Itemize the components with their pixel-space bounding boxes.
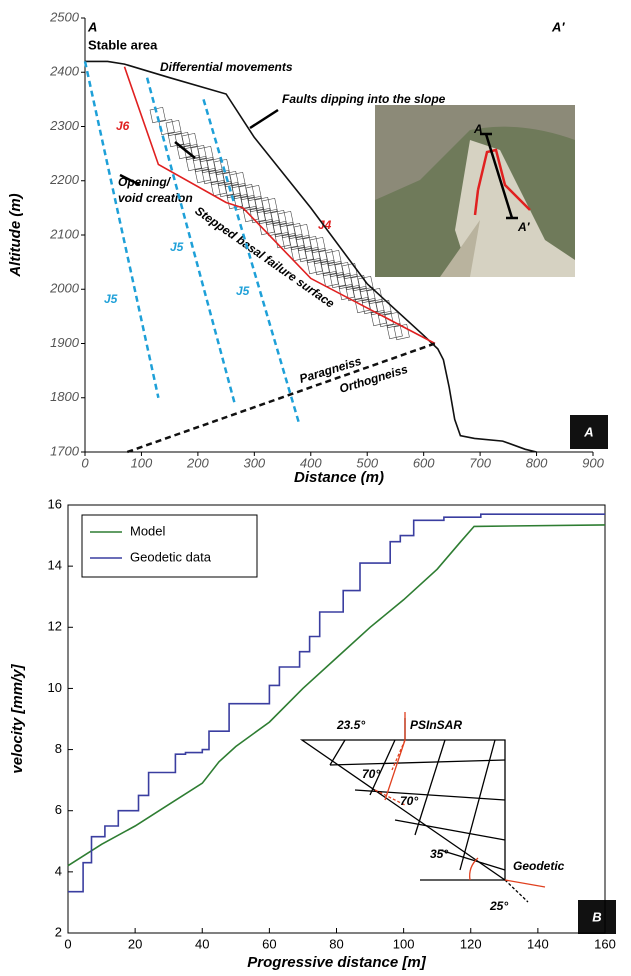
- section-label: A: [87, 19, 97, 34]
- series-line: [126, 342, 436, 454]
- annotation: 35°: [430, 847, 448, 861]
- x-tick-label: 300: [243, 455, 265, 470]
- x-tick-label: 700: [469, 455, 491, 470]
- annotation: PSInSAR: [410, 718, 462, 732]
- annotation: J5: [236, 284, 250, 298]
- x-tick-label: 160: [594, 936, 616, 951]
- block: [293, 223, 310, 241]
- annotation: J6: [116, 119, 130, 133]
- x-tick-label: 20: [128, 936, 142, 951]
- panel-label: B: [592, 909, 601, 924]
- x-tick-label: 200: [186, 455, 209, 470]
- annotation: Opening/: [118, 175, 172, 189]
- section-label: A′: [551, 19, 565, 34]
- x-tick-label: 0: [81, 455, 89, 470]
- x-tick-label: 500: [356, 455, 378, 470]
- block: [165, 119, 182, 137]
- series-line: [123, 66, 436, 345]
- annotation: J5: [170, 240, 184, 254]
- legend-label: Model: [130, 523, 166, 538]
- x-tick-label: 140: [527, 936, 549, 951]
- block: [375, 299, 392, 317]
- block: [197, 145, 214, 163]
- y-tick-label: 2400: [49, 64, 80, 79]
- block: [261, 197, 278, 215]
- y-tick-label: 8: [55, 741, 62, 756]
- geometry-diagram: [299, 712, 546, 903]
- block: [309, 236, 326, 254]
- annotation: 70°: [400, 794, 418, 808]
- annotation: Stable area: [88, 37, 158, 52]
- x-tick-label: 600: [413, 455, 435, 470]
- x-tick-label: 80: [329, 936, 343, 951]
- x-tick-label: 100: [393, 936, 415, 951]
- y-tick-label: 2200: [49, 172, 80, 187]
- y-tick-label: 1800: [50, 389, 80, 404]
- inset-label: A: [473, 122, 483, 136]
- y-tick-label: 14: [48, 558, 62, 573]
- x-tick-label: 400: [300, 455, 322, 470]
- block: [384, 311, 401, 329]
- panel-label: A: [583, 424, 593, 439]
- x-tick-label: 120: [460, 936, 482, 951]
- arrows: [119, 108, 279, 187]
- y-tick-label: 10: [48, 680, 62, 695]
- inset-photo: A A′: [375, 105, 575, 277]
- annotation: Stepped basal failure surface: [192, 204, 337, 311]
- x-tick-label: 100: [131, 455, 153, 470]
- panel-badge: [578, 900, 616, 934]
- y-tick-label: 12: [48, 619, 62, 634]
- block: [357, 275, 374, 293]
- annotation: Faults dipping into the slope: [282, 92, 446, 106]
- x-axis-label: Progressive distance [m]: [247, 954, 426, 971]
- block: [229, 171, 246, 189]
- series-line: [145, 77, 236, 404]
- annotation: 25°: [489, 899, 508, 913]
- series-line: [68, 513, 605, 893]
- annotation: Geodetic: [513, 859, 565, 873]
- series-line: [67, 524, 606, 867]
- y-tick-label: 1900: [50, 335, 80, 350]
- block: [277, 210, 294, 228]
- legend-box: [81, 514, 258, 578]
- block-model: [149, 106, 410, 341]
- block: [245, 184, 262, 202]
- annotation: 23.5°: [336, 718, 365, 732]
- series-line: [202, 99, 301, 426]
- series-line: [83, 61, 160, 399]
- x-tick-label: 60: [262, 936, 276, 951]
- annotation: void creation: [118, 191, 193, 205]
- y-tick-label: 1700: [50, 443, 80, 458]
- y-axis-label: velocity [mm/y]: [9, 663, 26, 773]
- annotation: J5: [104, 292, 118, 306]
- y-axis-label: Altitude (m): [7, 193, 24, 277]
- x-tick-label: 900: [582, 455, 604, 470]
- y-tick-label: 4: [55, 863, 62, 878]
- inset-label: A′: [517, 220, 531, 234]
- x-tick-label: 0: [64, 936, 71, 951]
- y-tick-label: 2500: [49, 9, 80, 24]
- annotation: Differential movements: [160, 60, 293, 74]
- y-tick-label: 2: [55, 924, 62, 939]
- panel-badge: [570, 415, 608, 449]
- x-tick-label: 40: [195, 936, 209, 951]
- y-tick-label: 2000: [49, 281, 80, 296]
- y-tick-label: 6: [55, 802, 62, 817]
- x-tick-label: 800: [526, 455, 548, 470]
- x-axis-label: Distance (m): [294, 469, 384, 486]
- y-tick-label: 16: [48, 496, 62, 511]
- y-tick-label: 2300: [49, 118, 80, 133]
- block: [181, 132, 198, 150]
- legend-label: Geodetic data: [130, 549, 212, 564]
- y-tick-label: 2100: [49, 226, 80, 241]
- annotation: 70°: [362, 767, 380, 781]
- block: [325, 249, 342, 267]
